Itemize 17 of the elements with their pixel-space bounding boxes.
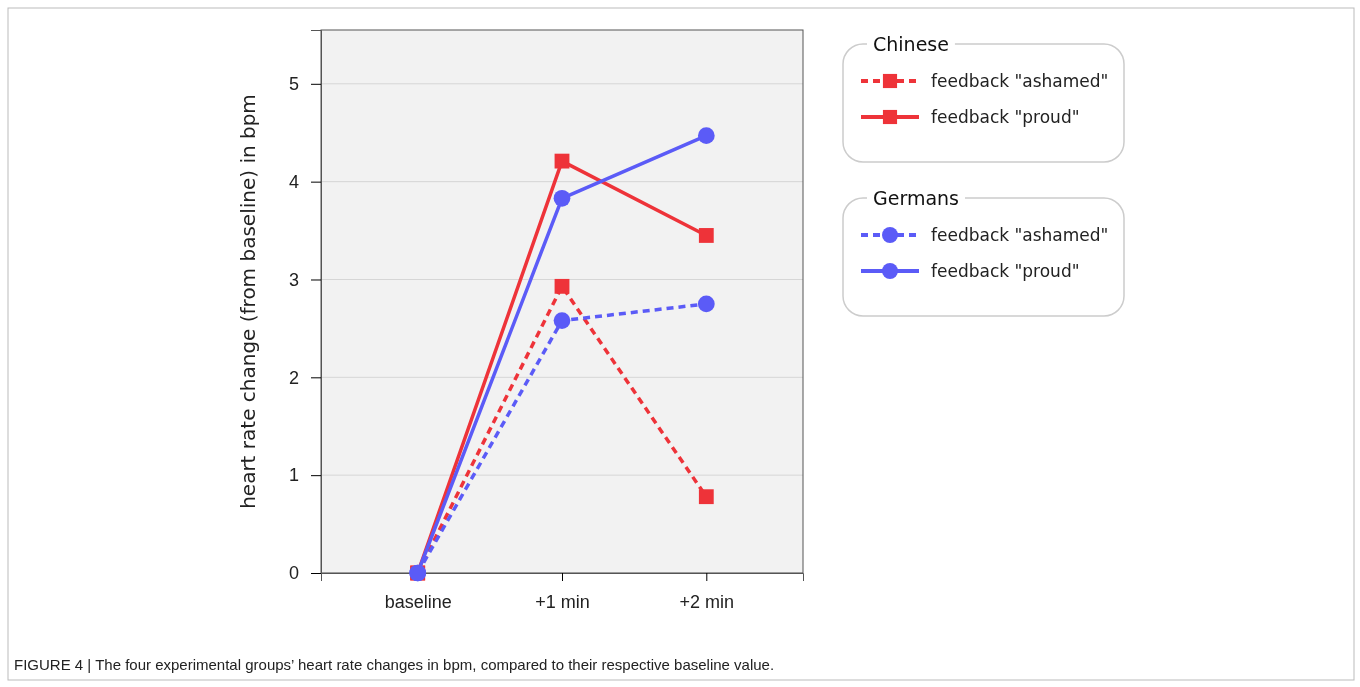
x-tick-label: baseline [384,591,452,612]
y-tick-label: 1 [288,465,299,486]
text: Germans [873,187,959,209]
y-tick-label: 2 [288,367,299,388]
y-tick-label: 3 [288,269,299,290]
legend-label: feedback "proud" [931,261,1080,281]
y-axis-title: heart rate change (from baseline) in bpm [236,94,260,509]
y-tick-label: 0 [288,563,299,584]
x-tick-label: +1 min [535,591,590,612]
x-tick-label: +2 min [679,591,735,612]
legend-label: feedback "proud" [931,107,1080,127]
y-tick-label: 4 [288,171,299,192]
legend-label: feedback "ashamed" [931,71,1109,91]
text: Chinese [873,33,949,55]
y-tick-label: 5 [288,74,299,95]
caption: FIGURE 4 | The four experimental groups’ heart rate changes in bpm, compared to their respective baseline value. [14,656,775,673]
legend-label: feedback "ashamed" [931,225,1109,245]
